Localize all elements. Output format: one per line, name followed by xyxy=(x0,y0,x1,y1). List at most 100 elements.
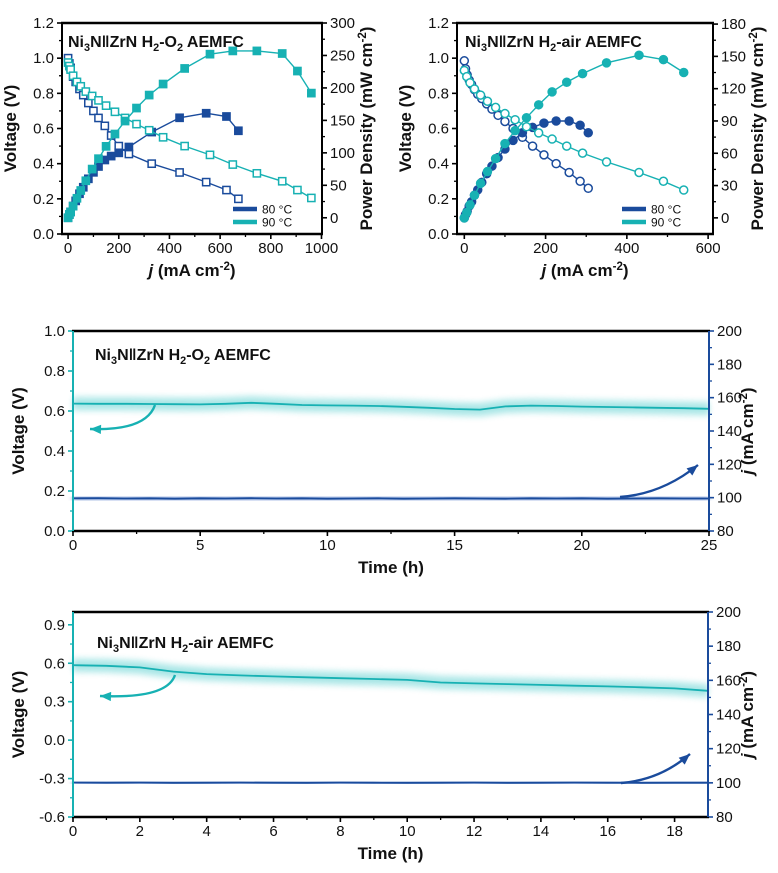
data-point-marker xyxy=(120,116,130,126)
data-point-marker xyxy=(564,116,574,126)
data-point-marker xyxy=(228,160,238,169)
data-point-marker xyxy=(307,193,316,203)
x-tick-label: 400 xyxy=(157,240,182,257)
y-left-tick-label: 0.0 xyxy=(33,226,54,243)
plot-frame xyxy=(72,610,709,819)
data-point-marker xyxy=(252,46,262,56)
data-point-marker xyxy=(110,107,120,117)
data-point-marker xyxy=(500,116,510,127)
arrowhead xyxy=(678,754,690,765)
plot-frame xyxy=(61,21,323,236)
y-right-tick-label: 200 xyxy=(716,604,741,621)
data-point-marker xyxy=(144,90,154,100)
data-point-marker xyxy=(601,58,612,68)
data-point-marker xyxy=(234,194,243,204)
y-right-axis-title: j (mA cm-2) xyxy=(738,387,757,476)
data-point-marker xyxy=(533,100,544,110)
y-left-axis-title: Voltage (V) xyxy=(1,85,20,173)
data-point-marker xyxy=(277,176,287,186)
voltage-axis-arrow xyxy=(89,404,157,434)
x-axis: 0 200 400 600 800 1000 j (mA cm-2) xyxy=(64,234,338,280)
data-point-marker xyxy=(490,102,501,113)
data-point-marker xyxy=(180,141,190,151)
data-point-marker xyxy=(201,108,211,118)
x-tick-label: 25 xyxy=(701,537,718,554)
y-left-tick-label: -0.3 xyxy=(39,771,65,788)
x-tick-label: 200 xyxy=(533,240,558,257)
data-point-marker xyxy=(94,96,103,105)
series-group xyxy=(459,50,689,223)
data-point-marker xyxy=(72,193,82,203)
legend-label: 80 °C xyxy=(651,203,681,217)
y-left-tick-label: 0.8 xyxy=(44,363,65,380)
series-group xyxy=(72,657,709,791)
y-right-tick-label: 180 xyxy=(721,16,746,33)
data-point-marker xyxy=(527,141,538,151)
data-point-marker xyxy=(575,120,585,131)
x-tick-label: 18 xyxy=(666,823,683,840)
data-point-marker xyxy=(510,114,520,125)
data-point-marker xyxy=(110,129,120,139)
h2-air-durability-chart: 0 2 4 6 8 10 12 14 16 18 Time (h) -0.6 -0.3 0.0 0.3 0.6… xyxy=(0,582,778,873)
y-right-tick-label: 100 xyxy=(717,490,742,507)
data-point-marker xyxy=(234,126,243,136)
x-axis: 0 5 10 15 20 25 Time (h) xyxy=(69,531,718,577)
x-tick-label: 5 xyxy=(196,537,204,554)
y-left-tick-label: 0.4 xyxy=(428,156,449,173)
x-tick-label: 6 xyxy=(269,823,277,840)
h2-air-durability-svg: 0 2 4 6 8 10 12 14 16 18 Time (h) -0.6 -0.3 0.0 0.3 0.6… xyxy=(9,604,757,863)
y-left-axis-title: Voltage (V) xyxy=(9,671,28,759)
data-point-marker xyxy=(465,200,475,210)
y-right-tick-label: 0 xyxy=(721,210,729,227)
series-90C-power xyxy=(459,50,689,223)
plot-frame xyxy=(72,329,710,533)
data-point-marker xyxy=(475,178,486,189)
legend: 80 °C90 °C xyxy=(622,203,681,230)
data-point-marker xyxy=(678,185,689,195)
y-right-tick-label: 120 xyxy=(716,741,741,758)
y-left-axis-title: Voltage (V) xyxy=(9,387,28,475)
x-tick-label: 1000 xyxy=(305,240,338,257)
y-right-tick-label: 90 xyxy=(721,113,738,130)
arrowhead xyxy=(686,465,698,476)
data-point-marker xyxy=(114,148,124,158)
x-tick-label: 400 xyxy=(614,240,639,257)
data-point-marker xyxy=(577,148,588,158)
chart-title: Ni3N‖ZrN H2-air AEMFC xyxy=(465,34,642,54)
data-point-marker xyxy=(201,177,211,187)
data-point-marker xyxy=(547,87,557,97)
y-left-tick-label: 0.8 xyxy=(33,85,54,102)
data-point-marker xyxy=(132,103,141,113)
y-axis-left: 0.0 0.2 0.4 0.6 0.8 1.0 1.2 Voltage (V) xyxy=(1,15,62,243)
data-point-marker xyxy=(175,168,184,177)
data-point-marker xyxy=(81,87,91,96)
data-point-marker xyxy=(101,142,111,151)
y-left-tick-label: 0.6 xyxy=(44,403,65,420)
series-group xyxy=(72,394,710,507)
data-point-marker xyxy=(551,116,561,126)
x-tick-label: 8 xyxy=(336,823,344,840)
x-axis-title: Time (h) xyxy=(358,844,424,863)
y-right-tick-label: 140 xyxy=(716,707,741,724)
y-right-axis-title: Power Density (mW cm-2) xyxy=(357,27,376,231)
y-axis-left: 0.0 0.2 0.4 0.6 0.8 1.0 1.2 Voltage (V) xyxy=(396,15,457,243)
data-point-marker xyxy=(307,88,316,98)
y-right-tick-label: 160 xyxy=(716,672,741,689)
y-right-axis-title: j (mA cm-2) xyxy=(738,671,757,760)
data-point-marker xyxy=(469,84,480,94)
data-point-marker xyxy=(561,141,572,151)
y-left-tick-label: 0.2 xyxy=(44,483,65,500)
data-point-marker xyxy=(94,154,103,164)
data-point-marker xyxy=(100,121,110,131)
y-left-tick-label: 0.6 xyxy=(33,121,54,138)
data-point-marker xyxy=(482,96,493,106)
y-right-tick-label: 0 xyxy=(330,210,338,227)
data-point-marker xyxy=(601,157,612,167)
y-right-tick-label: 80 xyxy=(717,523,734,540)
x-axis: 0 200 400 600 j (mA cm-2) xyxy=(460,234,721,280)
data-point-marker xyxy=(658,54,669,65)
data-point-marker xyxy=(124,149,134,159)
data-point-marker xyxy=(658,176,669,186)
